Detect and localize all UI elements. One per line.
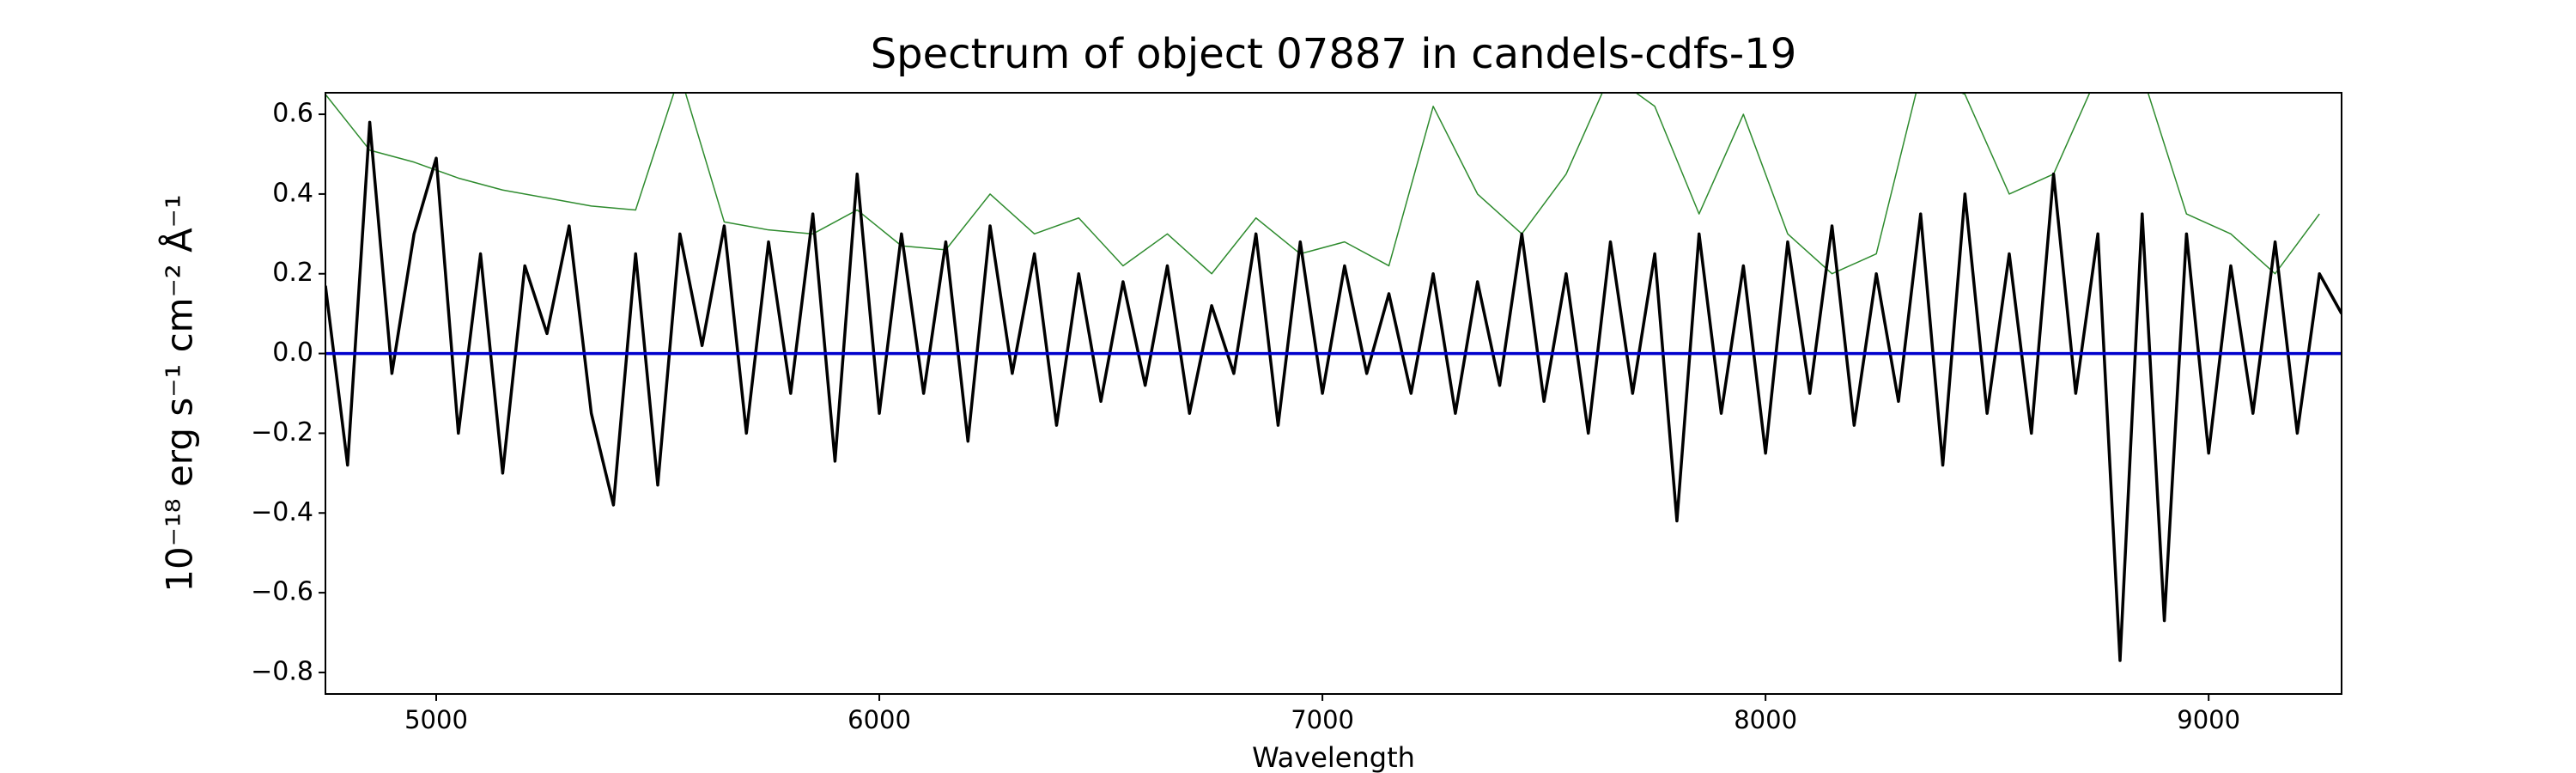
y-tick-label: 0.6 — [272, 99, 313, 129]
y-tick-label: 0.4 — [272, 178, 313, 208]
y-axis-label: 10⁻¹⁸ erg s⁻¹ cm⁻² Å⁻¹ — [158, 194, 201, 592]
spectrum-line — [325, 93, 2320, 275]
x-tick-label: 6000 — [848, 705, 911, 734]
x-tick-label: 5000 — [404, 705, 468, 734]
x-tick-label: 9000 — [2177, 705, 2240, 734]
x-tick-label: 8000 — [1734, 705, 1797, 734]
y-tick-label: −0.8 — [251, 656, 313, 686]
y-tick-label: 0.2 — [272, 258, 313, 288]
y-tick-label: −0.6 — [251, 577, 313, 607]
x-axis-label: Wavelength — [1252, 741, 1415, 773]
plot-lines — [325, 93, 2342, 662]
x-tick-label: 7000 — [1291, 705, 1354, 734]
y-tick-label: 0.0 — [272, 338, 313, 368]
y-tick-label: −0.4 — [251, 497, 313, 527]
chart-title: Spectrum of object 07887 in candels-cdfs… — [871, 30, 1797, 78]
spectrum-line — [325, 120, 2342, 662]
plot-frame — [325, 92, 2342, 695]
y-tick-label: −0.2 — [251, 417, 313, 447]
